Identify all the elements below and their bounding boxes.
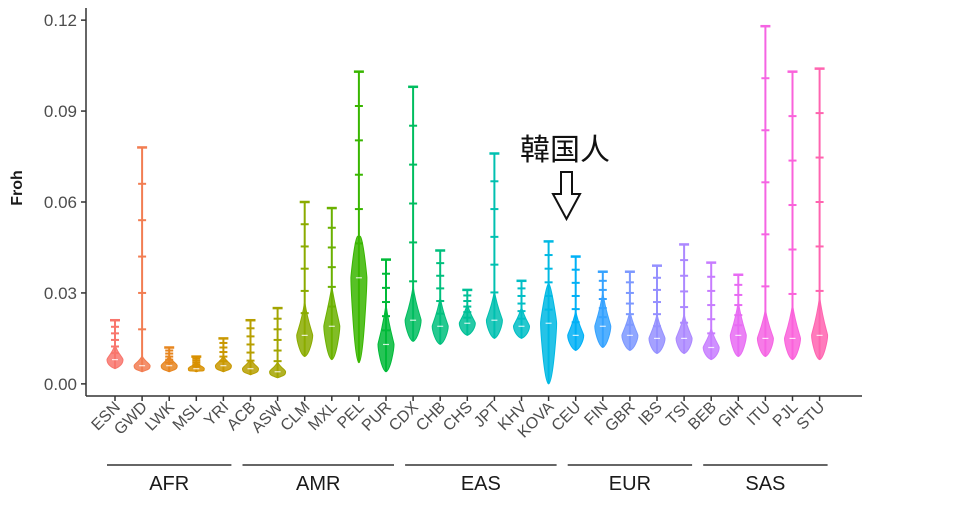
violin-cdx (404, 85, 422, 342)
x-tick-label: GBR (602, 399, 639, 436)
x-tick-label: CDX (386, 399, 422, 435)
y-axis-label: Froh (9, 170, 26, 206)
violin-body (594, 292, 612, 349)
violin-asw (269, 306, 287, 379)
violin-ceu (567, 255, 585, 352)
violin-body (458, 301, 476, 336)
y-tick-label: 0.06 (44, 193, 77, 212)
violin-beb (702, 261, 720, 361)
x-tick-label: STU (794, 399, 829, 434)
violin-body (756, 309, 774, 358)
violin-fin (594, 270, 612, 349)
y-axis-ticks: 0.00 0.03 0.06 0.09 0.12 (44, 11, 86, 394)
violin-gwd (133, 146, 151, 373)
violin-body (621, 311, 639, 352)
violin-khv (512, 279, 531, 339)
violin-body (214, 354, 232, 373)
violin-body (811, 296, 829, 361)
y-tick-label: 0.09 (44, 102, 77, 121)
group-label: AMR (296, 473, 340, 495)
x-tick-label: CHS (440, 399, 476, 435)
group-label: EAS (461, 473, 501, 495)
violin-body (540, 282, 558, 385)
y-tick-label: 0.03 (44, 284, 77, 303)
x-tick-label: MSL (170, 399, 205, 434)
violin-pur (377, 258, 395, 373)
violin-gbr (621, 270, 639, 352)
x-tick-label: IBS (636, 399, 666, 429)
group-label: EUR (609, 473, 651, 495)
x-tick-label: PUR (359, 399, 395, 435)
violin-body (675, 314, 693, 355)
violin-stu (811, 67, 829, 361)
x-tick-label: ITU (744, 399, 774, 429)
x-tick-label: CHB (413, 399, 449, 435)
y-tick-label: 0.12 (44, 11, 77, 30)
violin-kova (540, 240, 558, 385)
annotation-text: 韓国人 (520, 133, 610, 168)
x-tick-label: CLM (278, 399, 314, 435)
violin-chs (458, 288, 476, 336)
violin-body (431, 297, 449, 346)
violin-esn (106, 318, 124, 370)
x-tick-label: ASW (249, 398, 287, 436)
violin-body (269, 360, 287, 379)
x-tick-label: GIH (715, 399, 747, 431)
violin-chb (431, 249, 449, 346)
violin-gih (729, 273, 747, 358)
violin-body (485, 291, 503, 339)
violin-body (404, 286, 422, 342)
x-tick-label: MXL (305, 399, 340, 434)
plot-area (106, 24, 829, 385)
violin-body (648, 314, 666, 355)
violin-body (133, 354, 151, 373)
down-arrow-icon (551, 171, 582, 222)
group-label: SAS (745, 473, 785, 495)
violin-body (296, 301, 314, 358)
violin-body (377, 304, 395, 373)
violin-pel (350, 70, 368, 364)
group-label: AFR (149, 473, 189, 495)
violin-body (323, 286, 341, 361)
violin-body (567, 311, 585, 352)
violin-mxl (323, 206, 341, 361)
violin-pjl (783, 70, 802, 361)
violin-body (241, 357, 260, 376)
violin-body (106, 343, 124, 370)
violin-acb (241, 318, 260, 376)
annotation: 韓国人 (520, 133, 610, 222)
violin-body (350, 235, 368, 364)
violin-body (729, 301, 747, 358)
violin-ibs (648, 264, 666, 355)
violin-clm (296, 200, 314, 358)
x-tick-label: BEB (685, 399, 720, 434)
violin-body (160, 354, 178, 373)
x-tick-label: CEU (549, 399, 585, 435)
violin-yri (214, 337, 232, 373)
violin-msl (187, 355, 205, 373)
group-brackets: AFR AMR EAS EUR SAS (107, 464, 828, 495)
violin-lwk (160, 346, 178, 373)
violin-tsi (675, 243, 693, 355)
x-axis-ticks: ESNGWDLWKMSLYRIACBASWCLMMXLPELPURCDXCHBC… (89, 396, 829, 441)
violin-body (512, 304, 531, 339)
violin-itu (756, 24, 774, 358)
violin-body (702, 326, 720, 361)
violin-jpt (485, 152, 503, 339)
violin-body (783, 304, 802, 361)
y-tick-label: 0.00 (44, 375, 77, 394)
x-tick-label: LWK (142, 399, 178, 435)
